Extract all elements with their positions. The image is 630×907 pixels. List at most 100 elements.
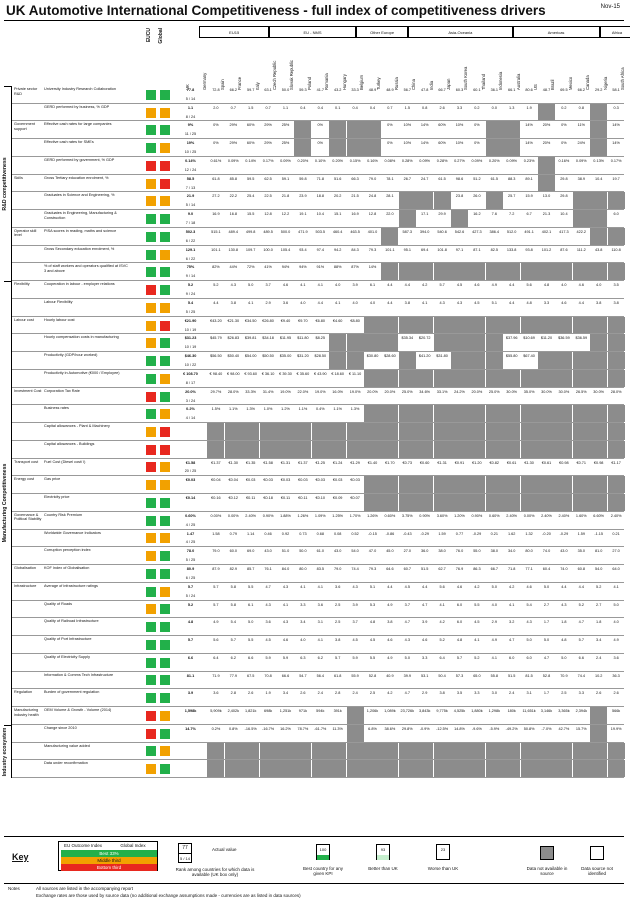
country-value: 29.8% xyxy=(401,726,413,731)
country-value: 4.4 xyxy=(387,584,393,589)
row-metric-label: OEM Volume & Growth - Volume (2014) xyxy=(44,708,112,713)
country-value xyxy=(503,369,521,387)
country-value: 180k xyxy=(507,709,516,714)
country-value: 0.7 xyxy=(265,105,271,110)
uk-rank: 4 / 14 xyxy=(185,416,196,421)
country-value: 4.8 xyxy=(526,300,532,305)
key-best-example: 100 xyxy=(316,844,330,860)
country-value: 500.0 xyxy=(280,229,291,234)
row-metric-label: Productivity (GDP/hour worked) xyxy=(44,353,98,358)
global-indicator xyxy=(160,604,170,615)
country-value xyxy=(451,423,468,440)
country-value: 36.3 xyxy=(612,673,620,678)
country-value xyxy=(590,742,608,760)
country-value: €0.12 xyxy=(228,496,239,501)
table-row: Quality of Port Infrastructure 5.7 5.6 5.7 5… xyxy=(12,636,624,654)
country-value: 84.0 xyxy=(281,567,290,572)
country-value: 4.6 xyxy=(561,300,567,305)
country-value: 1,821k xyxy=(244,709,257,714)
country-value xyxy=(607,440,625,458)
country-value: -49.2% xyxy=(505,726,518,731)
country-value: 4.8 xyxy=(456,638,463,643)
country-value xyxy=(364,476,381,494)
country-value xyxy=(416,476,434,494)
global-indicator xyxy=(160,462,170,473)
uk-value: €0.03 xyxy=(185,478,196,483)
row-category-label: Government support xyxy=(14,122,35,131)
country-value: 38.9 xyxy=(577,176,585,181)
country-value: 4.4 xyxy=(561,584,567,589)
key-best: Best 33% xyxy=(99,851,119,856)
country-value xyxy=(590,707,608,724)
country-value: 0.61% xyxy=(210,158,222,163)
country-value: €43.20 xyxy=(210,318,222,323)
global-indicator xyxy=(160,764,170,775)
country-value xyxy=(346,139,364,156)
country-value: 87.9 xyxy=(212,567,220,572)
table-row: Capital allowances - Buildings xyxy=(12,440,625,459)
country-value: 9,775k xyxy=(436,709,448,714)
country-value xyxy=(329,334,347,352)
country-value: 1.3% xyxy=(246,407,256,412)
country-value: 4.4 xyxy=(387,300,393,305)
uk-value: 20.0% xyxy=(185,389,196,394)
country-value: 29% xyxy=(264,123,272,128)
country-value xyxy=(259,742,277,760)
row-metric-label: GERD performed by government, % GDP xyxy=(44,157,115,162)
row-metric-label: PISA scores in reading, maths and scienc… xyxy=(44,228,117,233)
country-value: 0.09% xyxy=(227,158,239,163)
country-value: € 11.10 xyxy=(348,371,362,376)
country-value: 3,146k xyxy=(540,709,553,714)
country-value: 71.9 xyxy=(212,673,220,678)
country-value xyxy=(381,760,399,777)
country-value: 566k xyxy=(611,709,621,714)
section-label: Industry ecosystem xyxy=(2,724,12,778)
row-category-label: Skills xyxy=(14,175,23,180)
global-indicator xyxy=(160,409,170,420)
country-value: $11.95 xyxy=(279,336,292,341)
country-value: 29% xyxy=(264,141,272,146)
country-value xyxy=(607,405,625,423)
row-metric-label: Change since 2010 xyxy=(44,725,77,730)
country-value: 60.7 xyxy=(403,567,411,572)
table-row: Operator skill level PISA scores in readi… xyxy=(12,227,625,246)
country-value: €21.30 xyxy=(227,318,240,323)
country-value: 5.9 xyxy=(265,655,271,660)
country-value: 2.8 xyxy=(335,691,341,696)
country-value: €0.11 xyxy=(246,496,256,501)
eucu-indicator xyxy=(146,480,156,491)
country-value: €4.60 xyxy=(332,318,343,323)
country-value: 5.7 xyxy=(439,283,445,288)
country-value: 48.9 xyxy=(368,88,377,92)
country-value: $34.18 xyxy=(262,336,274,341)
country-value xyxy=(590,263,608,281)
row-metric-label: GERD performed by business, % GDP xyxy=(44,104,110,109)
country-value: 34.6% xyxy=(419,389,431,394)
row-metric-label: Capital allowances - Buildings xyxy=(44,441,95,446)
country-value: €0.03 xyxy=(298,478,308,483)
country-value: €1.31 xyxy=(280,460,291,465)
country-value: €0.03 xyxy=(350,478,360,483)
country-header: Romania xyxy=(324,73,330,90)
country-value: 97.1 xyxy=(455,247,464,252)
country-value: 79.0 xyxy=(368,176,377,181)
country-value: 85.8 xyxy=(229,176,237,181)
country-value xyxy=(451,352,468,369)
country-value: 3.8 xyxy=(596,300,602,305)
country-value: 4.3 xyxy=(561,602,567,607)
row-metric-label: Average of infrastructure ratings xyxy=(44,583,98,588)
country-value xyxy=(398,742,416,760)
country-value: 88% xyxy=(333,265,342,270)
country-value xyxy=(311,742,329,760)
country-value: 2.40% xyxy=(610,513,622,518)
country-value: $35.34 xyxy=(401,336,414,341)
global-indicator xyxy=(160,693,170,704)
country-value: 3.7 xyxy=(404,602,410,607)
country-value xyxy=(503,476,521,494)
uk-rank: 7 / 13 xyxy=(185,185,196,190)
country-value: 15.1 xyxy=(333,212,342,217)
country-value: 4.4 xyxy=(509,283,515,288)
country-value: 4.6 xyxy=(526,584,532,589)
country-value: 0.16% xyxy=(558,158,570,163)
country-value: $50.40 xyxy=(227,354,240,359)
